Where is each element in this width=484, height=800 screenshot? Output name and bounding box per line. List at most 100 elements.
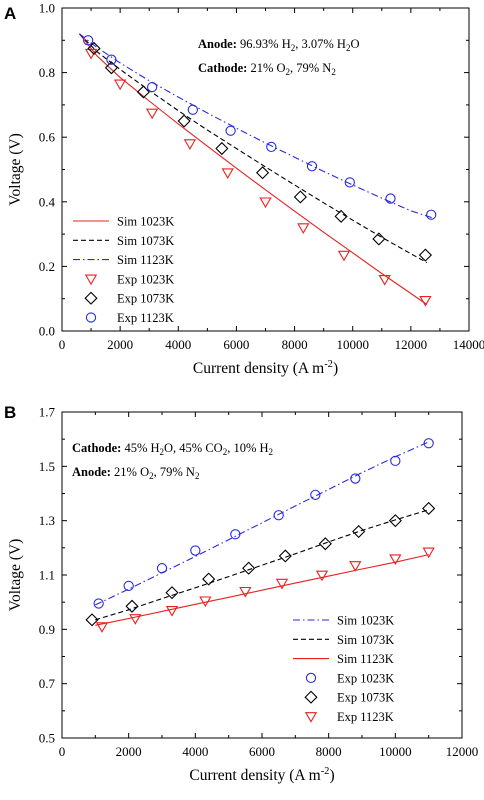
y-axis-title: Voltage (V) (7, 133, 24, 205)
data-point (388, 514, 402, 528)
data-point (256, 166, 270, 180)
data-point (352, 524, 366, 539)
data-point (123, 580, 134, 592)
y-tick-label: 1.3 (39, 513, 55, 528)
y-tick-label: 0.7 (39, 676, 56, 691)
legend-label: Sim 1073K (117, 234, 174, 248)
y-tick-label: 1.1 (39, 568, 55, 583)
data-point (113, 79, 127, 91)
legend-marker (305, 672, 317, 684)
y-tick-label: 0.6 (39, 130, 56, 145)
data-point (104, 61, 118, 75)
data-point (385, 193, 396, 204)
data-point (187, 104, 198, 115)
data-point (199, 596, 212, 608)
series-exp-1073k (85, 501, 436, 627)
y-tick-label: 0.9 (39, 622, 55, 637)
data-point (349, 561, 362, 572)
x-tick-label: 8000 (316, 744, 342, 759)
x-tick-label: 6000 (249, 744, 275, 759)
x-tick-label: 14000 (453, 337, 484, 352)
data-point (337, 250, 351, 262)
x-tick-label: 4000 (165, 337, 191, 352)
legend-label: Exp 1123K (117, 311, 174, 325)
x-tick-label: 10000 (336, 337, 369, 352)
data-point (273, 510, 284, 521)
data-point (418, 248, 432, 262)
y-tick-label: 1.0 (39, 1, 55, 16)
x-tick-label: 12000 (395, 337, 428, 352)
data-point (177, 114, 191, 128)
legend-entry: Sim 1073K (73, 234, 174, 248)
panel-label-a: A (4, 4, 16, 23)
x-tick-label: 0 (59, 744, 66, 759)
data-point (230, 529, 241, 540)
legend-marker (85, 312, 97, 323)
legend-entry: Exp 1123K (85, 311, 174, 325)
annotation-line-1: Cathode: 45% H2O, 45% CO2, 10% H2 (72, 441, 273, 457)
legend-label: Sim 1023K (117, 215, 174, 229)
data-point (278, 549, 292, 563)
data-point (315, 570, 329, 582)
legend-label: Exp 1023K (337, 671, 394, 685)
panel-label-b: B (4, 403, 16, 422)
data-point (165, 605, 179, 617)
data-point (95, 622, 109, 633)
data-point (426, 209, 437, 220)
legend-label: Sim 1023K (337, 614, 394, 628)
legend-marker (304, 690, 318, 704)
annotation-line-2: Cathode: 21% O2, 79% N2 (198, 61, 336, 77)
data-point (275, 578, 289, 590)
plot-frame (61, 411, 463, 739)
legend-entry: Exp 1023K (305, 671, 394, 685)
legend-label: Exp 1073K (117, 292, 174, 306)
legend-entry: Exp 1073K (304, 690, 394, 705)
data-point (293, 190, 307, 204)
data-point (221, 168, 234, 180)
data-point (344, 177, 355, 188)
data-point (306, 161, 318, 172)
legend-entry: Sim 1123K (293, 652, 394, 666)
data-point (156, 563, 168, 574)
legend-entry: Exp 1073K (84, 291, 174, 306)
series-exp-1023k (93, 438, 434, 609)
data-point (419, 295, 432, 307)
x-tick-label: 10000 (379, 744, 412, 759)
series-sim-1073k (79, 33, 428, 263)
x-tick-label: 6000 (223, 337, 249, 352)
legend-entry: Exp 1023K (84, 272, 174, 286)
data-point (422, 547, 435, 559)
data-point (297, 223, 310, 234)
legend: Sim 1023K Sim 1073K Sim 1123K Exp 1023K Exp … (73, 215, 174, 325)
series-line (95, 554, 429, 626)
series-exp-1073k (87, 41, 432, 262)
x-tick-label: 4000 (182, 744, 208, 759)
legend-label: Sim 1073K (337, 633, 394, 647)
legend-label: Sim 1123K (117, 253, 174, 267)
legend-entry: Sim 1023K (293, 614, 394, 628)
data-point (183, 139, 197, 150)
legend-label: Exp 1023K (117, 272, 174, 286)
data-point (242, 561, 256, 575)
legend-entry: Sim 1073K (293, 633, 394, 647)
data-point (350, 473, 361, 484)
x-tick-label: 8000 (282, 337, 308, 352)
data-point (215, 141, 229, 156)
legend-entry: Sim 1123K (73, 253, 174, 267)
y-tick-label: 0.4 (39, 194, 56, 209)
data-point (93, 598, 104, 609)
y-axis-title: Voltage (V) (7, 539, 24, 611)
data-point (423, 438, 434, 449)
series-sim-1123k (95, 554, 429, 626)
chart-panel-b: 0 2000 4000 6000 8000 10000 12000 0.5 0.7 0.9 1.1 1… (7, 405, 478, 785)
y-tick-label: 1.5 (39, 459, 55, 474)
data-point (85, 613, 99, 627)
x-axis-title: Current density (A m-2) (193, 359, 338, 377)
data-point (390, 455, 401, 467)
y-tick-label: 0.2 (39, 259, 55, 274)
series-line (95, 509, 429, 621)
data-point (146, 81, 158, 93)
series-line (79, 33, 433, 219)
data-point (136, 85, 150, 99)
